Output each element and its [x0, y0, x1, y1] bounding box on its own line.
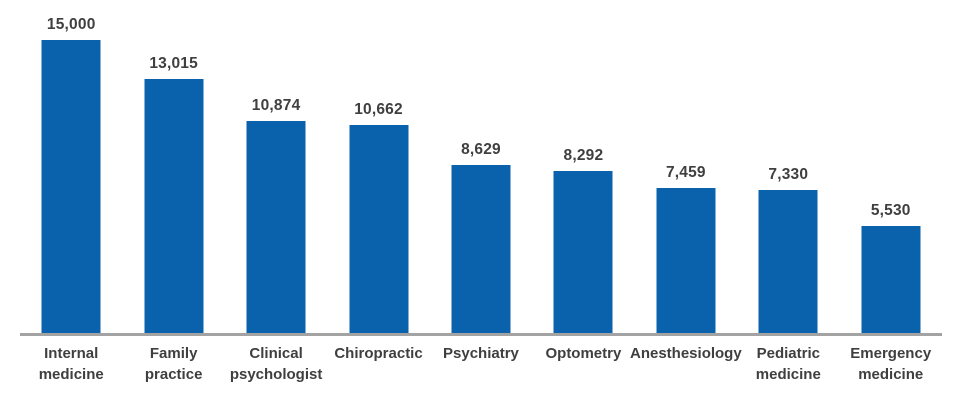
x-axis-label-line: medicine — [858, 366, 924, 383]
bar-value-label: 13,015 — [149, 54, 198, 72]
bar-group: 15,000 Internal medicine — [20, 0, 122, 403]
plot-area: 15,000 Internal medicine 13,015 Family practi… — [20, 0, 942, 403]
bar — [41, 40, 101, 334]
bar-value-label: 15,000 — [46, 16, 96, 33]
bar-value-label: 7,330 — [768, 166, 809, 184]
x-axis-label-line: Internal — [44, 345, 99, 362]
bar — [861, 225, 921, 334]
bar — [451, 164, 511, 334]
x-axis-label: Psychiatry — [416, 343, 546, 364]
bar-group: 13,015 Family practice — [122, 0, 224, 403]
x-axis-label-line: Pediatric — [756, 345, 820, 362]
x-axis-label: Pediatric medicine — [723, 343, 853, 385]
bar — [349, 125, 409, 334]
bar — [758, 190, 818, 334]
x-axis-label: Anesthesiology — [621, 343, 751, 364]
x-axis-label: Family practice — [108, 343, 238, 385]
bar-value-label: 8,629 — [461, 140, 501, 158]
x-axis-label-line: Optometry — [545, 345, 622, 362]
x-axis-line — [20, 333, 942, 336]
bar — [144, 78, 204, 334]
bar-value-label: 10,874 — [251, 96, 301, 114]
bar-value-label: 5,530 — [870, 201, 911, 219]
x-axis-label-line: Psychiatry — [443, 345, 519, 362]
x-axis-label: Clinical psychologist — [211, 343, 341, 385]
x-axis-label-line: medicine — [38, 366, 104, 383]
x-axis-label-line: psychologist — [229, 366, 323, 383]
bar-group: 7,459 Anesthesiology — [630, 0, 742, 403]
x-axis-label-line: medicine — [755, 366, 821, 383]
bar-value-label: 8,292 — [563, 147, 604, 165]
x-axis-label-line: Clinical — [249, 345, 303, 362]
bar-value-label: 10,662 — [354, 101, 403, 119]
bar-group: 8,292 Optometry — [532, 0, 634, 403]
x-axis-label-line: Chiropractic — [334, 345, 423, 362]
bar-group: 10,874 Clinical psychologist — [225, 0, 327, 403]
bar-group: 5,530 Emergency medicine — [840, 0, 942, 403]
bar-group: 7,330 Pediatric medicine — [737, 0, 839, 403]
x-axis-label-line: practice — [144, 366, 203, 383]
x-axis-label: Optometry — [518, 343, 648, 364]
bar-group: 8,629 Psychiatry — [430, 0, 532, 403]
bar — [246, 120, 306, 334]
x-axis-label-line: Family — [149, 345, 198, 362]
bar — [656, 187, 716, 334]
bar-group: 10,662 Chiropractic — [327, 0, 429, 403]
bar-value-label: 7,459 — [665, 163, 706, 181]
x-axis-label: Chiropractic — [313, 343, 443, 364]
x-axis-label: Emergency medicine — [826, 343, 956, 385]
bar — [553, 171, 613, 334]
x-axis-label: Internal medicine — [6, 343, 136, 385]
x-axis-label-line: Anesthesiology — [630, 345, 742, 362]
x-axis-label-line: Emergency — [850, 345, 932, 362]
